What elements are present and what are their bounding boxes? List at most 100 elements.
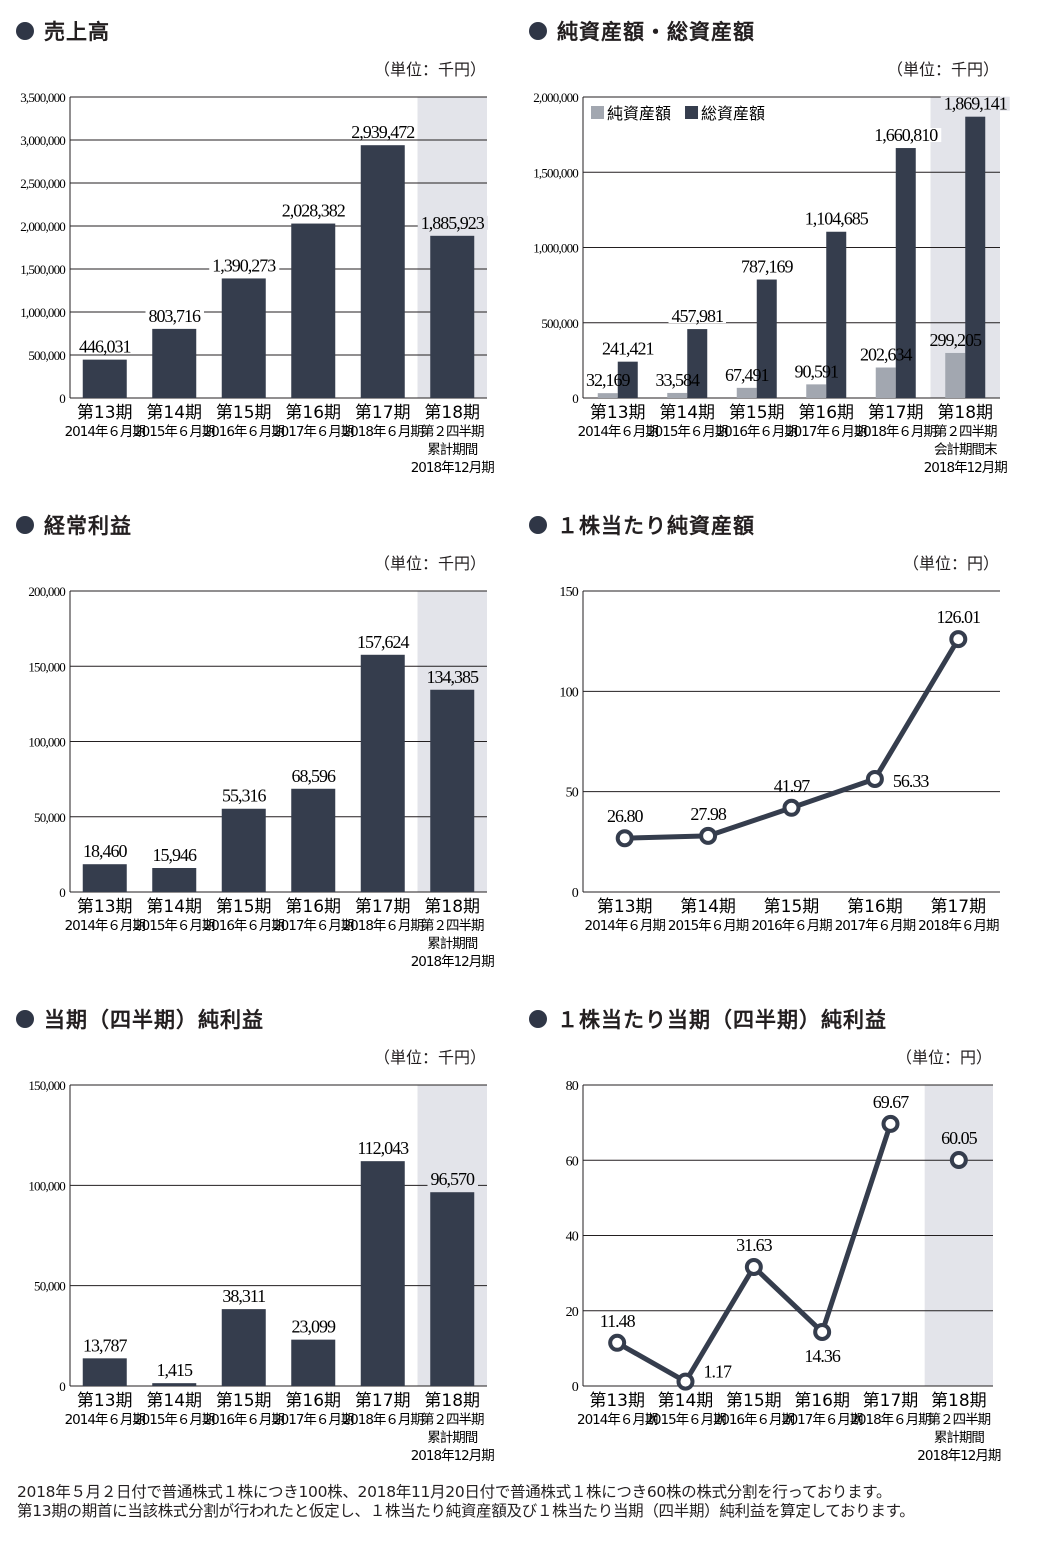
- bar-売上高: [152, 328, 197, 398]
- data-label-bg: [738, 259, 797, 274]
- data-label-bg: [209, 258, 280, 273]
- chart-title-text: １株当たり純資産額: [557, 514, 755, 538]
- y-tick-label: 50: [566, 786, 579, 801]
- data-point: [949, 1151, 968, 1170]
- chart-title: 当期（四半期）純利益: [16, 1004, 264, 1034]
- y-tick-label: 0: [572, 886, 579, 901]
- y-tick-label: 0: [59, 1379, 65, 1394]
- x-tick-label: 会計期間末: [934, 442, 998, 458]
- x-tick-label: 2018年12月期: [917, 1448, 1001, 1464]
- data-label: 18,460: [83, 841, 128, 861]
- x-tick-label: 2016年６月期: [714, 1412, 795, 1428]
- x-tick-label: 第13期: [590, 403, 646, 423]
- bullet-icon: [16, 1010, 34, 1028]
- y-tick-label: 500,000: [541, 316, 578, 331]
- y-tick-label: 0: [59, 391, 65, 406]
- bullet-icon: [529, 516, 547, 534]
- footnote-line: 第13期の期首に当該株式分割が行われたと仮定し、１株当たり純資産額及び１株当たり…: [17, 1502, 915, 1520]
- data-label: 69.67: [873, 1092, 910, 1112]
- data-point: [881, 1114, 900, 1133]
- chart-panel-eps: １株当たり当期（四半期）純利益 （単位：円） 0 20 40 60 80 第13期 2014…: [513, 988, 1028, 1478]
- chart-net: 050,000100,000150,000第13期2014年６月期第14期201…: [28, 1078, 495, 1464]
- chart-panel-net: 当期（四半期）純利益 （単位：千円） 0 50,000 100,000 150,000…: [0, 988, 515, 1478]
- data-label: 55,316: [222, 786, 267, 806]
- x-tick-label: 2018年６月期: [918, 918, 999, 934]
- chart-title-text: 売上高: [44, 20, 110, 44]
- x-tick-label: 2016年６月期: [204, 424, 285, 440]
- bar-当期純利益: [152, 1383, 197, 1386]
- x-tick-label: 第２四半期: [421, 917, 484, 934]
- data-label: 27.98: [690, 804, 727, 824]
- x-tick-label: 2017年６月期: [782, 1412, 863, 1428]
- y-tick-label: 1,000,000: [533, 241, 578, 256]
- bar-当期純利益: [291, 1339, 336, 1386]
- data-label-bg: [219, 788, 270, 803]
- x-tick-label: 2017年６月期: [786, 424, 867, 440]
- chart-panel-sales: 売上高 （単位：千円） 0 500,000 1,000,000 1,500,000 2,…: [0, 0, 515, 490]
- y-tick-label: 100,000: [28, 735, 65, 750]
- y-tick-label: 150,000: [28, 659, 65, 674]
- data-label-bg: [427, 1172, 478, 1187]
- data-label: 1,390,273: [212, 255, 276, 275]
- chart-ordinary: 0 50,000 100,000 150,000 200,000 第13期2014年６月期…: [28, 584, 495, 970]
- x-tick-label: 第17期: [868, 403, 924, 423]
- data-label-bg: [940, 96, 1010, 111]
- unit-label: （単位：円）: [895, 1048, 992, 1067]
- x-tick-label: 第２四半期: [928, 1411, 991, 1428]
- x-tick-label: 第15期: [216, 1391, 272, 1411]
- x-tick-label: 2016年６月期: [204, 918, 285, 934]
- legend-swatch: [685, 106, 699, 119]
- bar-総資産額: [756, 279, 777, 398]
- y-tick-label: 2,500,000: [20, 176, 65, 191]
- x-tick-label: 2014年６月期: [65, 918, 146, 934]
- data-label-bg: [668, 309, 726, 324]
- bar-純資産額: [736, 387, 757, 398]
- data-label: 299,205: [930, 330, 983, 350]
- x-tick-label: 累計期間: [427, 442, 477, 458]
- x-tick-label: 累計期間: [934, 1430, 984, 1446]
- data-point: [676, 1372, 695, 1391]
- x-tick-label: 2018年６月期: [856, 424, 937, 440]
- x-tick-label: 第14期: [658, 1391, 714, 1411]
- bar-売上高: [430, 235, 475, 398]
- data-label: 1,415: [157, 1360, 194, 1380]
- y-tick-label: 2,000,000: [533, 90, 578, 105]
- y-tick-label: 3,000,000: [20, 133, 65, 148]
- y-tick-label: 0: [572, 1380, 579, 1395]
- x-tick-label: 2017年６月期: [273, 424, 354, 440]
- data-label: 112,043: [357, 1138, 409, 1158]
- x-tick-label: 第15期: [726, 1391, 782, 1411]
- x-tick-label: 2017年６月期: [273, 1412, 354, 1428]
- data-label: 134,385: [427, 667, 480, 687]
- bar-総資産額: [965, 116, 986, 399]
- data-label: 56.33: [893, 771, 930, 791]
- data-label: 2,028,382: [282, 201, 345, 221]
- data-label: 1,869,141: [944, 94, 1007, 114]
- data-label: 157,624: [357, 632, 410, 652]
- data-point: [813, 1322, 832, 1341]
- x-tick-label: 2016年６月期: [717, 424, 798, 440]
- y-tick-label: 0: [572, 391, 578, 406]
- unit-label: （単位：千円）: [886, 60, 999, 79]
- x-tick-label: 2018年６月期: [343, 1412, 424, 1428]
- x-tick-label: 第15期: [216, 897, 272, 917]
- y-tick-label: 2,000,000: [20, 219, 65, 234]
- data-label: 446,031: [79, 337, 131, 357]
- chart-panel-ordinary: 経常利益 （単位：千円） 0 50,000 100,000 150,000 200,00…: [0, 494, 515, 984]
- data-point: [744, 1257, 763, 1276]
- data-label-bg: [354, 634, 413, 649]
- x-tick-label: 第13期: [77, 403, 133, 423]
- bar-総資産額: [826, 231, 847, 398]
- bar-純資産額: [875, 367, 896, 398]
- x-tick-label: 第14期: [680, 897, 736, 917]
- chart-title-text: 当期（四半期）純利益: [44, 1008, 264, 1032]
- data-label: 60.05: [941, 1128, 978, 1148]
- y-tick-label: 50,000: [34, 810, 65, 825]
- y-tick-label: 1,000,000: [20, 305, 65, 320]
- x-tick-label: 第17期: [355, 897, 411, 917]
- chart-eps: 020406080第13期2014年６月期第14期2015年６月期第15期201…: [566, 1079, 1002, 1464]
- data-label-bg: [76, 339, 134, 354]
- data-label-bg: [417, 215, 488, 230]
- data-label-bg: [145, 308, 204, 323]
- data-label-bg: [80, 844, 131, 859]
